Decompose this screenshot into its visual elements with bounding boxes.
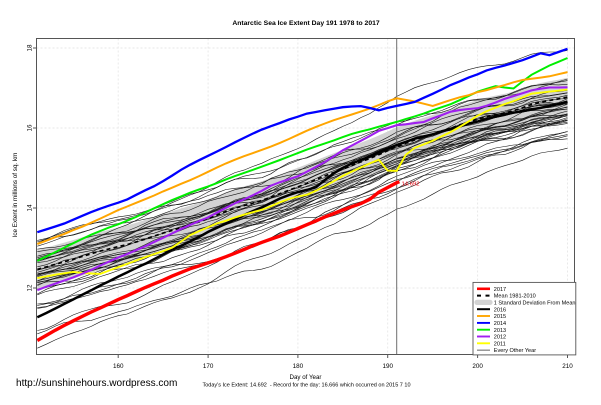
svg-text:160: 160 [113, 363, 124, 370]
svg-text:2014: 2014 [494, 321, 506, 327]
svg-text:2013: 2013 [494, 328, 506, 334]
svg-text:Every Other Year: Every Other Year [494, 348, 536, 354]
svg-text:Ice Extent in millions of sq.: Ice Extent in millions of sq. km [12, 153, 19, 238]
svg-text:16: 16 [27, 124, 34, 132]
svg-text:Antarctic Sea Ice Extent Day 1: Antarctic Sea Ice Extent Day 191 1978 to… [232, 20, 380, 27]
svg-text:Mean 1981-2010: Mean 1981-2010 [494, 294, 536, 300]
svg-text:190: 190 [382, 363, 393, 370]
svg-text:Today's Ice Extent: 14.692 -: Today's Ice Extent: 14.692 - Record for … [202, 383, 410, 389]
svg-text:2011: 2011 [494, 341, 506, 347]
svg-text:Day of Year: Day of Year [290, 374, 322, 381]
svg-text:210: 210 [562, 363, 573, 370]
svg-text:2012: 2012 [494, 335, 506, 341]
svg-text:http://sunshinehours.wordpress: http://sunshinehours.wordpress.com [16, 378, 177, 389]
svg-text:18: 18 [27, 44, 34, 52]
svg-text:1 Standard Deviation From Mean: 1 Standard Deviation From Mean [494, 301, 576, 307]
svg-text:200: 200 [472, 363, 483, 370]
svg-text:2015: 2015 [494, 314, 506, 320]
svg-text:170: 170 [203, 363, 214, 370]
svg-text:2017: 2017 [494, 287, 506, 293]
svg-text:14.692: 14.692 [402, 182, 420, 188]
svg-text:12: 12 [27, 284, 34, 292]
svg-text:180: 180 [293, 363, 304, 370]
svg-text:14: 14 [27, 204, 34, 212]
svg-text:2016: 2016 [494, 307, 506, 313]
